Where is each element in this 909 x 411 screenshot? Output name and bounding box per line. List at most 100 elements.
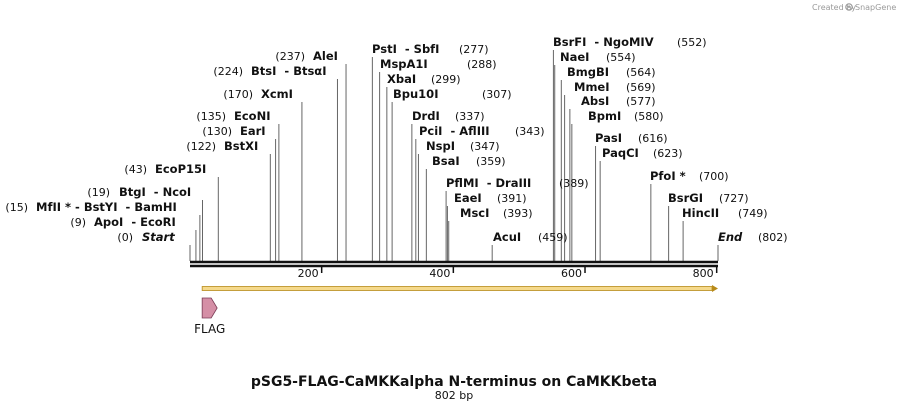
restriction-site-label[interactable]: BpmI	[588, 109, 621, 123]
site-position-label: (727)	[719, 192, 749, 205]
site-position-label: (15)	[5, 201, 28, 214]
site-position-label: (577)	[626, 95, 656, 108]
site-position-label: (337)	[455, 110, 485, 123]
ruler-tick-label: 600	[561, 267, 582, 280]
restriction-site-label[interactable]: PaqCI	[602, 146, 639, 160]
site-position-label: (552)	[677, 36, 707, 49]
site-labels: Start (0) ApoI - EcoRI (9) MfII * - BstYI - …	[5, 35, 787, 244]
enzyme-name: BmgBI	[567, 65, 609, 79]
flag-feature-arrow[interactable]	[201, 297, 218, 319]
features: FLAG	[194, 285, 718, 336]
created-by-text: Created by	[812, 3, 856, 12]
site-position-label: (19)	[87, 186, 110, 199]
site-position-label: (623)	[653, 147, 683, 160]
restriction-site-label[interactable]: MspA1I	[380, 57, 428, 71]
enzyme-name: PflMI	[446, 176, 479, 190]
ruler-tick-label: 400	[429, 267, 450, 280]
restriction-site-label[interactable]: BsaI	[432, 154, 460, 168]
restriction-site-label[interactable]: PasI	[595, 131, 622, 145]
restriction-site-label[interactable]: AcuI	[493, 230, 521, 244]
enzyme-name: -	[118, 200, 135, 214]
restriction-site-label[interactable]: Bpu10I	[393, 87, 438, 101]
restriction-site-label[interactable]: NaeI	[560, 50, 589, 64]
enzyme-name: -	[276, 64, 293, 78]
restriction-site-label[interactable]: XcmI	[261, 87, 293, 101]
site-position-label: (564)	[626, 66, 656, 79]
site-position-label: (569)	[626, 81, 656, 94]
restriction-site-label[interactable]: ApoI - EcoRI	[94, 215, 176, 229]
snapgene-brand-text: SnapGene	[855, 3, 896, 12]
site-position-label: (359)	[476, 155, 506, 168]
enzyme-name: BamHI	[134, 200, 176, 214]
restriction-site-label[interactable]: PflMI - DraIII	[446, 176, 531, 190]
enzyme-name: BtsαI	[293, 64, 326, 78]
restriction-site-label[interactable]: MmeI	[574, 80, 610, 94]
enzyme-name: BstYI	[84, 200, 118, 214]
enzyme-name: BsrFI	[553, 35, 586, 49]
restriction-site-label[interactable]: NspI	[426, 139, 455, 153]
sequence-length: 802 bp	[435, 389, 473, 402]
enzyme-name: -	[123, 215, 140, 229]
restriction-site-label[interactable]: HincII	[682, 206, 719, 220]
enzyme-name: -	[586, 35, 603, 49]
enzyme-name: EaeI	[454, 191, 482, 205]
restriction-site-label[interactable]: AbsI	[581, 94, 609, 108]
enzyme-name: MfII *	[36, 200, 71, 214]
site-position-label: (554)	[606, 51, 636, 64]
site-position-label: (749)	[738, 207, 768, 220]
restriction-site-label[interactable]: MscI	[460, 206, 489, 220]
restriction-site-label[interactable]: EarI	[240, 124, 266, 138]
enzyme-name: AbsI	[581, 94, 609, 108]
restriction-site-label[interactable]: BstXI	[224, 139, 258, 153]
site-position-label: (299)	[431, 73, 461, 86]
enzyme-name: PciI	[419, 124, 442, 138]
enzyme-name: DraIII	[495, 176, 531, 190]
enzyme-name: BstXI	[224, 139, 258, 153]
site-position-label: (391)	[497, 192, 527, 205]
site-leader-lines	[189, 50, 719, 261]
ruler: 200 400 600 800	[298, 266, 718, 280]
enzyme-name: XcmI	[261, 87, 293, 101]
enzyme-name: NcoI	[163, 185, 192, 199]
restriction-site-label[interactable]: PstI - SbfI	[372, 42, 439, 56]
site-position-label: (277)	[459, 43, 489, 56]
enzyme-name: -	[146, 185, 163, 199]
restriction-site-label[interactable]: Start	[142, 230, 175, 244]
restriction-site-label[interactable]: EcoNI	[234, 109, 270, 123]
restriction-site-label[interactable]: BsrGI	[668, 191, 703, 205]
ruler-tick-label: 800	[693, 267, 714, 280]
restriction-site-label[interactable]: XbaI	[387, 72, 416, 86]
restriction-site-label[interactable]: MfII * - BstYI - BamHI	[36, 200, 177, 214]
sequence-backbone	[190, 260, 718, 268]
restriction-site-label[interactable]: EcoP15I	[155, 162, 206, 176]
ruler-tick-label: 200	[298, 267, 319, 280]
restriction-site-label[interactable]: BsrFI - NgoMIV	[553, 35, 654, 49]
site-position-label: (43)	[124, 163, 147, 176]
enzyme-name: AleI	[313, 49, 338, 63]
restriction-site-label[interactable]: PfoI *	[650, 169, 686, 183]
site-position-label: (343)	[515, 125, 545, 138]
site-position-label: (130)	[202, 125, 232, 138]
restriction-site-label[interactable]: End	[718, 230, 743, 244]
site-position-label: (288)	[467, 58, 497, 71]
restriction-site-label[interactable]: BmgBI	[567, 65, 609, 79]
enzyme-name: EarI	[240, 124, 266, 138]
enzyme-name: PasI	[595, 131, 622, 145]
site-position-label: (237)	[275, 50, 305, 63]
restriction-site-label[interactable]: DrdI	[412, 109, 440, 123]
site-position-label: (459)	[538, 231, 568, 244]
flag-feature-label: FLAG	[194, 322, 225, 336]
restriction-site-label[interactable]: EaeI	[454, 191, 482, 205]
enzyme-name: BpmI	[588, 109, 621, 123]
restriction-site-label[interactable]: AleI	[313, 49, 338, 63]
enzyme-name: PfoI *	[650, 169, 686, 183]
restriction-site-label[interactable]: PciI - AflIII	[419, 124, 490, 138]
enzyme-name: -	[71, 200, 84, 214]
snapgene-logo-icon	[845, 3, 853, 11]
site-position-label: (307)	[482, 88, 512, 101]
reading-frame-bar[interactable]	[201, 286, 713, 291]
restriction-site-label[interactable]: BtgI - NcoI	[119, 185, 191, 199]
enzyme-name: NspI	[426, 139, 455, 153]
enzyme-name: -	[397, 42, 414, 56]
restriction-site-label[interactable]: BtsI - BtsαI	[251, 64, 326, 78]
